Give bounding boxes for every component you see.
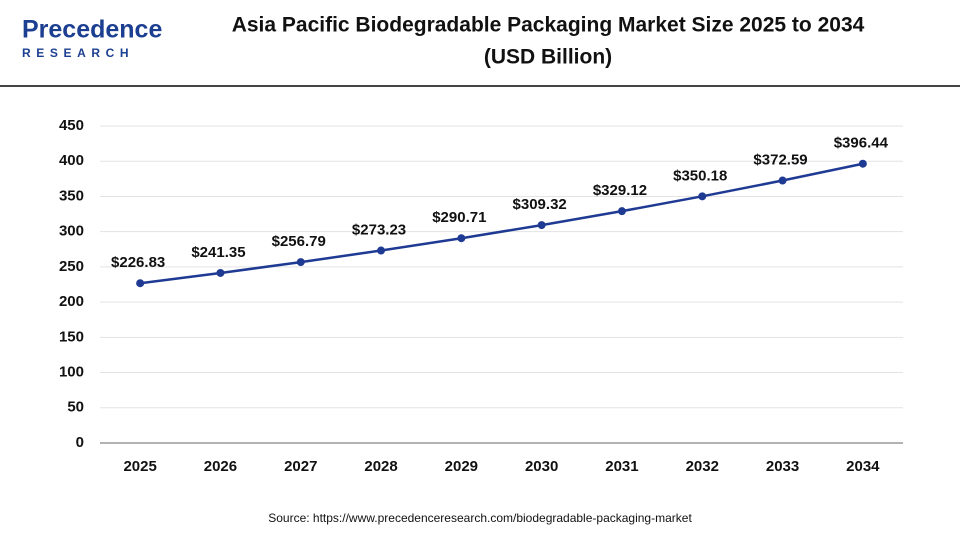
logo-tagline: RESEARCH bbox=[22, 46, 134, 60]
y-tick-label: 150 bbox=[59, 328, 84, 345]
y-tick-label: 300 bbox=[59, 223, 84, 240]
x-tick-label: 2034 bbox=[846, 458, 880, 475]
y-tick-label: 50 bbox=[67, 399, 84, 416]
data-label: $350.18 bbox=[673, 167, 727, 184]
x-tick-label: 2033 bbox=[766, 458, 799, 475]
data-label: $290.71 bbox=[432, 209, 486, 226]
chart-title: Asia Pacific Biodegradable Packaging Mar… bbox=[232, 14, 865, 37]
data-label: $226.83 bbox=[111, 254, 165, 271]
y-tick-label: 250 bbox=[59, 258, 84, 275]
y-tick-label: 400 bbox=[59, 152, 84, 169]
x-tick-label: 2027 bbox=[284, 458, 317, 475]
x-tick-label: 2030 bbox=[525, 458, 558, 475]
data-point bbox=[457, 234, 466, 243]
data-point bbox=[537, 221, 546, 230]
x-tick-label: 2026 bbox=[204, 458, 237, 475]
x-tick-label: 2031 bbox=[605, 458, 638, 475]
data-label: $241.35 bbox=[191, 244, 245, 261]
y-tick-label: 200 bbox=[59, 293, 84, 310]
data-point bbox=[698, 192, 707, 201]
data-label: $273.23 bbox=[352, 221, 406, 238]
data-point bbox=[377, 246, 386, 255]
data-point bbox=[778, 176, 787, 185]
data-point bbox=[296, 258, 305, 267]
chart-subtitle: (USD Billion) bbox=[484, 46, 612, 69]
x-tick-label: 2032 bbox=[686, 458, 719, 475]
x-tick-label: 2025 bbox=[123, 458, 156, 475]
data-label: $256.79 bbox=[272, 233, 326, 250]
data-label: $329.12 bbox=[593, 182, 647, 199]
x-tick-label: 2029 bbox=[445, 458, 478, 475]
data-point bbox=[136, 279, 145, 288]
y-tick-label: 350 bbox=[59, 187, 84, 204]
y-tick-label: 0 bbox=[76, 434, 84, 451]
x-tick-label: 2028 bbox=[364, 458, 397, 475]
data-point bbox=[858, 159, 867, 168]
source: Source: https://www.precedenceresearch.c… bbox=[268, 511, 692, 525]
series-line bbox=[139, 162, 864, 285]
y-tick-label: 450 bbox=[59, 117, 84, 134]
logo-name: Precedence bbox=[22, 16, 162, 44]
data-point bbox=[617, 207, 626, 216]
data-label: $396.44 bbox=[834, 135, 889, 152]
data-label: $372.59 bbox=[753, 151, 807, 168]
data-label: $309.32 bbox=[513, 196, 567, 213]
y-tick-label: 100 bbox=[59, 364, 84, 381]
data-point bbox=[216, 268, 225, 277]
